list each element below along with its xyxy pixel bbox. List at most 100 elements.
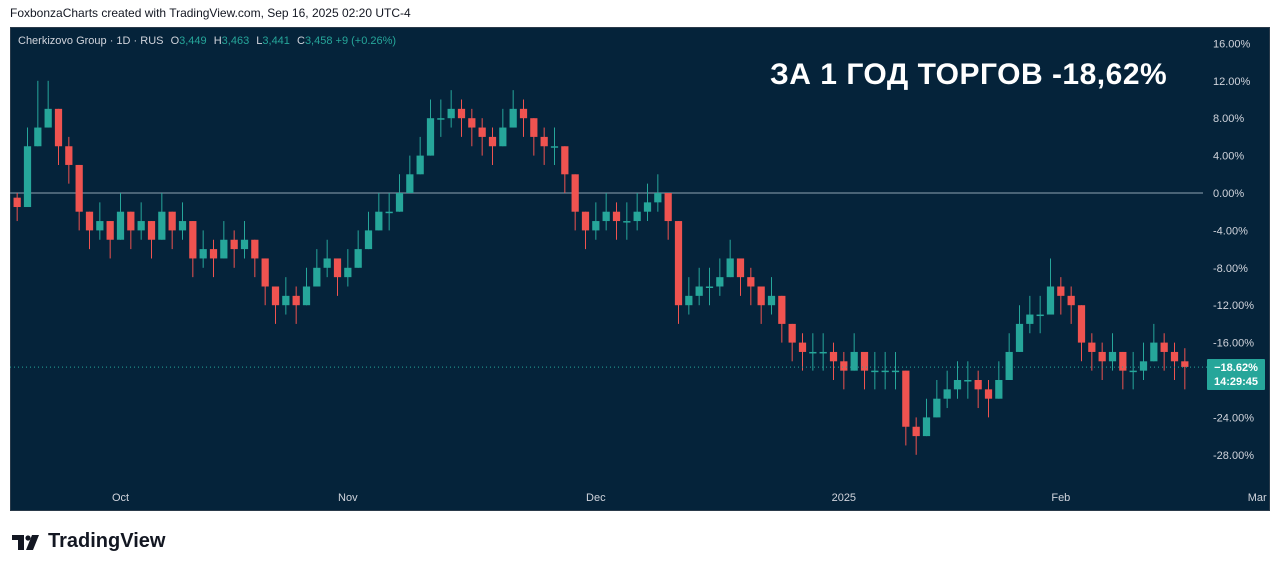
- candle-body: [292, 295, 300, 306]
- candle-body: [1036, 314, 1044, 317]
- candle-body: [995, 380, 1003, 399]
- candle-body: [509, 108, 517, 128]
- candle-body: [75, 164, 83, 212]
- candle-body: [416, 155, 424, 175]
- chart-headline: ЗА 1 ГОД ТОРГОВ -18,62%: [770, 58, 1168, 91]
- candle-body: [891, 370, 900, 373]
- y-tick-label: -24.00%: [1213, 412, 1254, 424]
- candle-body: [240, 239, 249, 250]
- last-price-badge: −18.62% 14:29:45: [1207, 359, 1265, 390]
- candle-body: [798, 342, 807, 352]
- candle-body: [767, 295, 776, 306]
- candle-body: [871, 370, 879, 373]
- chart-area[interactable]: [10, 27, 1270, 511]
- candle-body: [757, 286, 765, 306]
- open-value: 3,449: [179, 35, 207, 47]
- y-tick-label: -12.00%: [1213, 300, 1254, 312]
- candle-body: [1139, 361, 1148, 371]
- candle-body: [716, 277, 724, 287]
- y-tick-label: -8.00%: [1213, 263, 1248, 275]
- candlestick-chart[interactable]: 16.00% 12.00% 8.00% 4.00% 0.00% -4.00% -8.00% -…: [10, 27, 1270, 511]
- x-tick-label: 2025: [832, 492, 856, 504]
- candle-body: [540, 136, 548, 147]
- candle-body: [1077, 305, 1086, 343]
- candle-body: [788, 323, 796, 343]
- candle-body: [44, 108, 52, 128]
- candle-body: [809, 351, 817, 354]
- tradingview-logo-icon: [12, 534, 39, 550]
- candle-body: [1015, 323, 1024, 352]
- close-label: C: [296, 35, 305, 47]
- candle-body: [840, 361, 848, 371]
- y-tick-label: 8.00%: [1213, 113, 1244, 125]
- tradingview-logo[interactable]: TradingView: [12, 530, 165, 553]
- candle-body: [1026, 314, 1034, 324]
- chart-attribution: FoxbonzaCharts created with TradingView.…: [10, 6, 411, 20]
- candle-body: [13, 197, 21, 208]
- high-label: H: [213, 35, 222, 47]
- candle-body: [695, 286, 703, 296]
- candle-body: [189, 221, 197, 259]
- candle-body: [850, 351, 858, 371]
- candle-body: [209, 249, 218, 259]
- x-tick-label: Nov: [338, 492, 358, 504]
- candle-body: [1057, 286, 1065, 296]
- candle-body: [705, 286, 714, 288]
- candle-body: [829, 351, 838, 362]
- x-tick-label: Mar: [1248, 492, 1267, 504]
- candle-body: [282, 295, 290, 306]
- candle-body: [1160, 342, 1168, 352]
- candle-body: [881, 370, 889, 373]
- candle-body: [602, 211, 610, 222]
- candle-body: [912, 426, 920, 437]
- candle-body: [127, 211, 135, 231]
- candle-body: [726, 258, 734, 278]
- candle-body: [643, 202, 652, 212]
- open-label: O: [170, 35, 180, 47]
- candle-body: [230, 239, 238, 250]
- low-label: L: [256, 35, 263, 47]
- candle-body: [964, 380, 972, 382]
- candle-body: [447, 108, 455, 119]
- candle-body: [592, 221, 600, 231]
- candle-body: [1119, 351, 1127, 371]
- x-tick-label: Oct: [112, 492, 129, 504]
- candle-body: [1088, 342, 1096, 352]
- candle-body: [406, 174, 414, 193]
- candle-body: [933, 398, 941, 418]
- change-value: +9 (+0.26%): [335, 35, 397, 47]
- candle-body: [1046, 286, 1055, 315]
- candle-body: [488, 136, 497, 147]
- symbol-name[interactable]: Cherkizovo Group · 1D · RUS: [18, 35, 164, 47]
- candle-body: [137, 221, 145, 231]
- logo-text: TradingView: [48, 530, 166, 552]
- candle-body: [623, 221, 631, 223]
- candle-body: [561, 146, 569, 175]
- candle-body: [333, 258, 342, 278]
- candle-body: [375, 211, 383, 231]
- candle-body: [271, 286, 280, 306]
- candle-body: [395, 193, 404, 212]
- candle-body: [96, 221, 104, 231]
- candle-body: [364, 230, 373, 250]
- candle-body: [1098, 351, 1106, 362]
- candle-body: [747, 277, 755, 287]
- candle-body: [344, 267, 352, 278]
- candle-body: [819, 351, 827, 354]
- candle-body: [65, 146, 73, 165]
- x-tick-label: Feb: [1051, 492, 1070, 504]
- candle-body: [220, 239, 228, 259]
- candle-body: [499, 127, 507, 147]
- candle-body: [736, 258, 745, 278]
- candle-body: [778, 295, 786, 324]
- bar-countdown: 14:29:45: [1213, 376, 1259, 388]
- candle-body: [974, 380, 982, 390]
- candle-body: [34, 127, 42, 147]
- candle-body: [54, 108, 63, 147]
- candle-body: [437, 118, 445, 120]
- candle-body: [519, 108, 528, 119]
- x-tick-label: Dec: [586, 492, 606, 504]
- close-value: 3,458: [304, 35, 333, 47]
- y-tick-label: -16.00%: [1213, 338, 1254, 350]
- candle-body: [664, 193, 672, 222]
